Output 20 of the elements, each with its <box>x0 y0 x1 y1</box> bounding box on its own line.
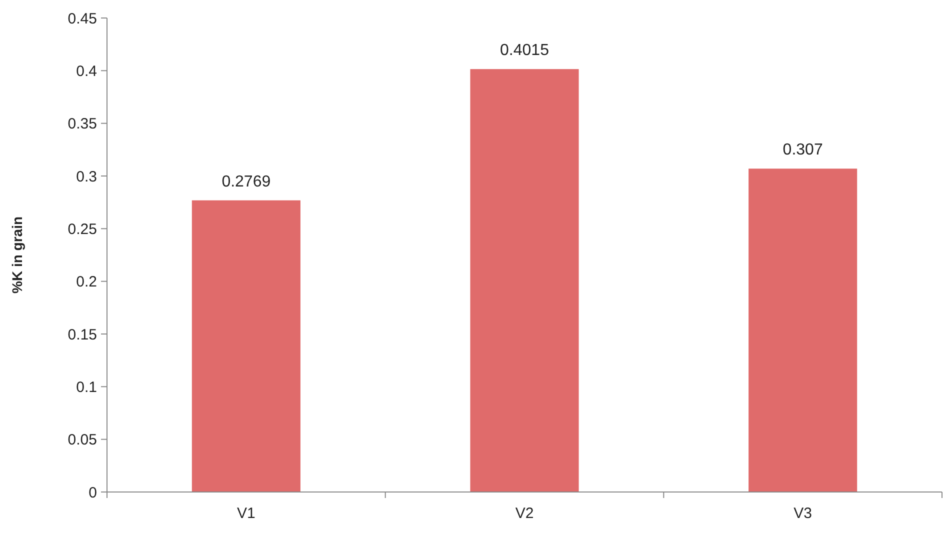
y-tick-label: 0 <box>88 484 97 502</box>
y-tick-label: 0.3 <box>76 168 97 186</box>
x-tick-label: V3 <box>794 505 812 522</box>
y-tick-label: 0.1 <box>76 378 97 396</box>
y-tick-label: 0.2 <box>76 274 97 291</box>
y-axis-title: %K in grain <box>9 216 25 294</box>
x-tick-label: V2 <box>515 505 534 522</box>
bar <box>192 200 300 492</box>
y-tick-label: 0.35 <box>68 116 97 133</box>
y-tick-label: 0.15 <box>68 326 97 344</box>
bar <box>748 168 858 492</box>
y-tick-label: 0.4 <box>76 62 97 80</box>
data-label: 0.307 <box>782 142 823 159</box>
y-tick-label: 0.05 <box>68 432 97 449</box>
data-label: 0.2769 <box>222 173 271 190</box>
data-label: 0.4015 <box>500 42 550 60</box>
bar <box>470 69 579 492</box>
y-tick-label: 0.25 <box>68 220 97 238</box>
x-tick-label: V1 <box>236 505 256 522</box>
y-tick-label: 0.45 <box>68 10 97 28</box>
